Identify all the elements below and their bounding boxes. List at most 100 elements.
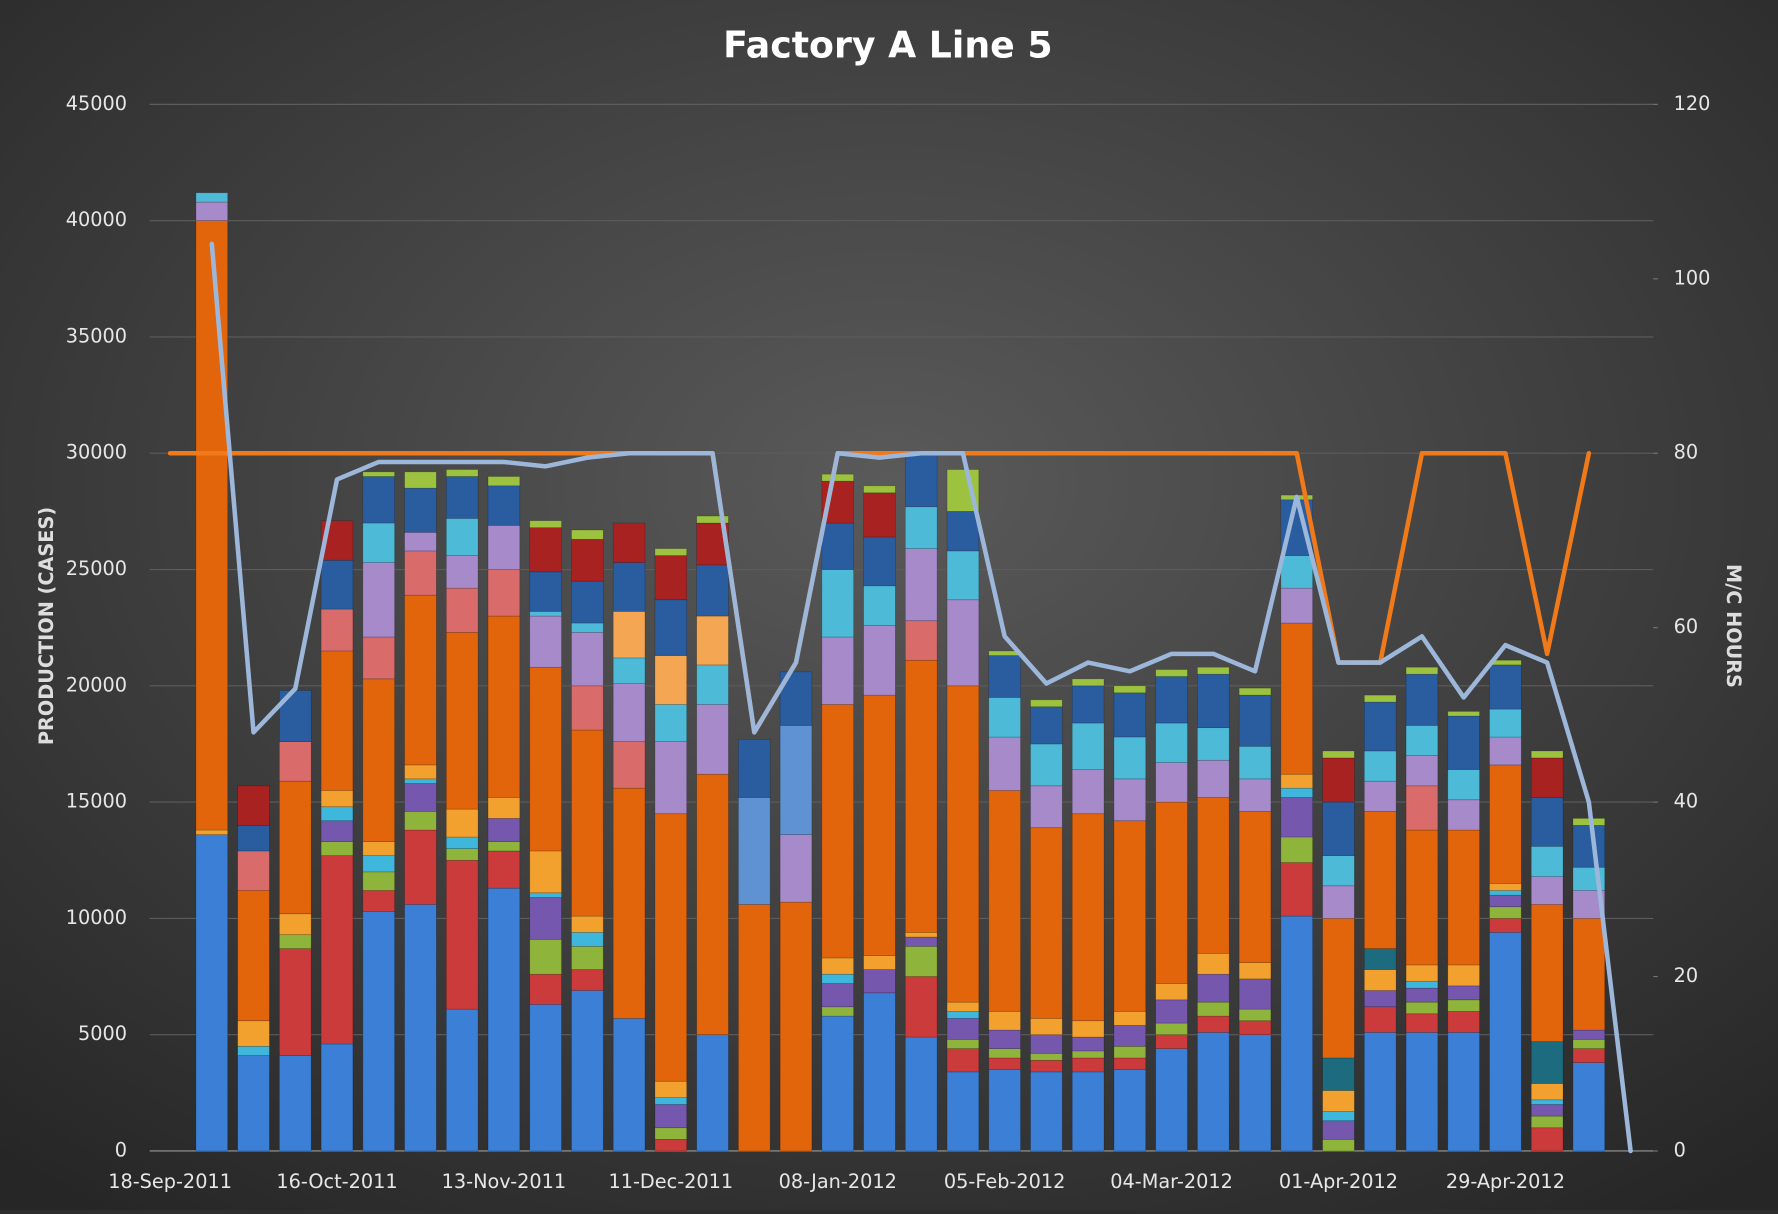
bar-segment — [863, 694, 896, 956]
bar-segment — [320, 855, 354, 1045]
bar-segment — [1030, 1052, 1063, 1061]
bar-segment — [1238, 745, 1272, 780]
bar-segment — [1155, 1034, 1188, 1049]
bar-segment — [1489, 764, 1522, 884]
bar-segment — [404, 904, 437, 1152]
bar-segment — [1572, 825, 1606, 868]
bar-segment — [1405, 980, 1439, 989]
bar-segment — [1113, 820, 1147, 1012]
x-tick-label: 01-Apr-2012 — [1279, 1170, 1398, 1193]
bar-segment — [988, 1029, 1021, 1049]
y-tick-label: 15000 — [66, 790, 127, 813]
bar-segment — [195, 192, 229, 203]
bar-segment — [1071, 722, 1105, 770]
bar-segment — [571, 990, 604, 1152]
x-tick-label: 13-Nov-2011 — [442, 1170, 567, 1193]
bar-segment — [404, 764, 437, 780]
bar-segment — [1447, 829, 1480, 966]
bar-segment — [1530, 1104, 1564, 1117]
bar-segment — [279, 913, 312, 936]
bar-segment — [1238, 978, 1272, 1010]
bar-segment — [988, 1069, 1021, 1152]
bar-segment — [654, 741, 688, 815]
bar-segment — [487, 485, 521, 526]
bar-segment — [404, 487, 437, 533]
bar-segment — [362, 871, 395, 891]
bar-segment — [654, 655, 688, 705]
bar-segment — [487, 818, 521, 842]
bar-segment — [1572, 1029, 1606, 1040]
bar-segment — [1364, 811, 1397, 949]
bar-segment — [1489, 906, 1522, 919]
bar-segment — [1238, 1008, 1272, 1022]
bar-segment — [487, 615, 521, 798]
bar-segment — [237, 890, 270, 1022]
bar-segment — [279, 948, 312, 1056]
bar-segment — [571, 969, 604, 991]
bar-segment — [1322, 1111, 1355, 1122]
bar-segment — [1030, 1034, 1063, 1054]
bar-segment — [1197, 673, 1230, 729]
bar-segment — [571, 932, 604, 947]
bar-segment — [1280, 773, 1313, 789]
bar-segment — [1322, 757, 1355, 803]
bar-segment — [487, 887, 521, 1152]
bar-segment — [487, 797, 521, 819]
bar-segment — [1405, 1001, 1439, 1015]
bar-segment — [320, 820, 354, 842]
bar-segment — [1155, 983, 1188, 1001]
bar-segment — [863, 492, 896, 538]
bar-segment — [1071, 1057, 1105, 1073]
bar-segment — [487, 850, 521, 889]
bar-segment — [946, 1071, 980, 1152]
bar-segment — [1530, 1083, 1564, 1101]
bar-segment — [1405, 755, 1439, 787]
bar-segment — [1030, 1059, 1063, 1073]
bar-segment — [1280, 797, 1313, 838]
bar-segment — [821, 522, 854, 570]
bar-segment — [1071, 1071, 1105, 1152]
bar-segment — [487, 476, 521, 487]
bar-segment — [863, 485, 896, 494]
bar-segment — [988, 1048, 1021, 1059]
bar-segment — [1447, 715, 1480, 770]
bar-segment — [1155, 1022, 1188, 1036]
bar-segment — [1405, 725, 1439, 756]
y-tick-label: 40000 — [66, 208, 127, 231]
bar-segment — [1322, 1120, 1355, 1140]
y2-tick-label: 0 — [1674, 1138, 1686, 1161]
bar-segment — [1405, 1013, 1439, 1033]
bar-segment — [1447, 1032, 1480, 1152]
bar-segment — [445, 631, 479, 810]
bar-segment — [1322, 1090, 1355, 1112]
y-tick-label: 30000 — [66, 441, 127, 464]
bar-segment — [821, 636, 854, 705]
bar-segment — [779, 901, 813, 1152]
bar-segment — [1530, 845, 1564, 877]
bar-segment — [1572, 1048, 1606, 1063]
bar-segment — [1447, 1011, 1480, 1033]
bar-segment — [571, 915, 604, 933]
bar-segment — [445, 476, 479, 519]
bar-segment — [738, 904, 771, 1152]
bar-segment — [1530, 1115, 1564, 1129]
bar-segment — [1322, 1057, 1355, 1091]
bar-segment — [320, 806, 354, 822]
bar-segment — [946, 685, 980, 1003]
bar-segment — [1280, 555, 1313, 589]
bar-segment — [1280, 862, 1313, 917]
bar-segment — [1405, 1032, 1439, 1152]
bar-segment — [1197, 1001, 1230, 1017]
bar-segment — [1071, 769, 1105, 815]
x-tick-label: 08-Jan-2012 — [779, 1170, 897, 1193]
bar-segment — [362, 890, 395, 912]
bar-segment — [1405, 964, 1439, 982]
bar-segment — [1364, 990, 1397, 1008]
bar-segment — [1030, 699, 1063, 708]
bar-segment — [738, 738, 771, 798]
bar-segment — [529, 615, 562, 668]
bar-segment — [1280, 915, 1313, 1152]
bar-segment — [571, 945, 604, 970]
bar-segment — [445, 836, 479, 849]
bar-segment — [696, 664, 729, 705]
